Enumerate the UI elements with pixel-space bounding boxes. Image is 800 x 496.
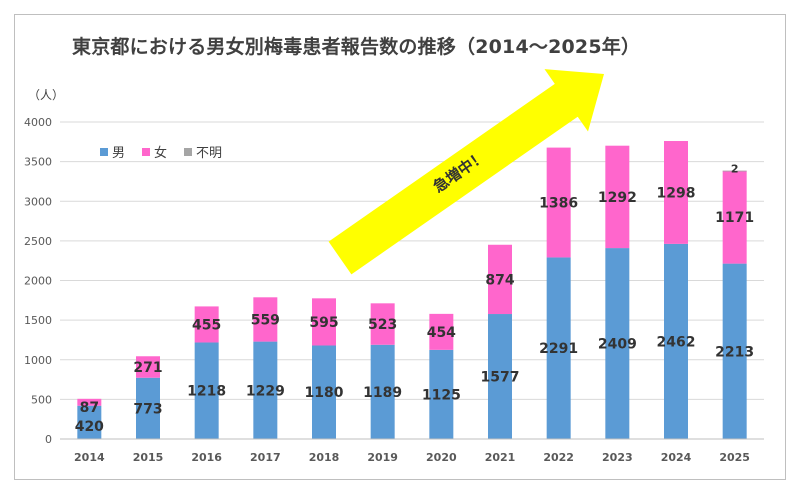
data-label-男: 2291 (539, 341, 578, 357)
x-tick-label: 2022 (543, 451, 574, 464)
y-tick-label: 2500 (24, 235, 52, 248)
bar-segment-男 (77, 405, 102, 439)
data-label-女: 1171 (715, 210, 754, 226)
y-tick-label: 0 (45, 433, 52, 446)
y-axis: 0 500 1000 1500 2000 2500 3000 3500 4000 (24, 116, 52, 446)
bar-segment-男 (605, 248, 630, 439)
legend-label: 女 (154, 145, 167, 161)
bar-segment-女 (488, 244, 512, 315)
legend-swatch (100, 148, 108, 156)
x-tick-label: 2024 (661, 451, 692, 464)
y-tick-label: 4000 (24, 116, 52, 129)
data-label-女: 454 (427, 325, 456, 341)
bar-segment-女 (370, 303, 395, 345)
x-tick-label: 2021 (485, 451, 516, 464)
data-label-男: 420 (75, 419, 104, 435)
gridlines (60, 121, 764, 440)
data-label-女: 87 (80, 400, 99, 416)
data-label-男: 1218 (187, 384, 226, 400)
x-tick-label: 2023 (602, 451, 633, 464)
data-label-女: 523 (368, 317, 397, 333)
x-tick-label: 2025 (719, 451, 750, 464)
y-tick-label: 3500 (24, 156, 52, 169)
chart-title: 東京都における男女別梅毒患者報告数の推移（2014～2025年） (72, 36, 641, 58)
bar-segment-女 (136, 356, 160, 378)
data-label-不明: 2 (731, 163, 739, 176)
bar-segment-女 (722, 170, 747, 264)
legend: 男 女 不明 (100, 145, 222, 161)
legend-label: 男 (112, 146, 125, 161)
y-tick-label: 500 (31, 393, 52, 406)
bar-segment-女 (253, 297, 278, 342)
x-tick-label: 2020 (426, 451, 457, 464)
bar-segment-女 (194, 306, 219, 343)
x-tick-label: 2018 (309, 451, 340, 464)
arrow-shape (328, 69, 604, 275)
bar-segment-男 (722, 263, 747, 439)
data-label-男: 773 (133, 401, 162, 417)
x-tick-label: 2017 (250, 451, 281, 464)
data-label-女: 1386 (539, 196, 578, 212)
x-tick-label: 2016 (191, 451, 222, 464)
data-label-男: 1229 (246, 383, 285, 399)
data-label-女: 271 (133, 360, 162, 376)
data-label-女: 595 (309, 315, 338, 331)
data-label-男: 2213 (715, 344, 754, 360)
y-tick-label: 1000 (24, 354, 52, 367)
bar-segment-男 (253, 341, 278, 439)
legend-swatch (142, 148, 150, 156)
bar-segment-女 (77, 398, 102, 406)
data-label-男: 2462 (657, 334, 696, 350)
legend-label: 不明 (196, 146, 222, 161)
bar-segment-男 (194, 342, 219, 439)
x-tick-label: 2019 (367, 451, 398, 464)
bar-segment-不明 (722, 170, 747, 172)
x-axis: 2014 2015 2016 2017 2018 2019 2020 2021 2022 2023… (60, 438, 764, 464)
x-tick-label: 2015 (133, 451, 164, 464)
bar-segment-男 (370, 344, 395, 439)
bar-segment-男 (429, 349, 454, 439)
y-tick-label: 2000 (24, 275, 52, 288)
x-tick-label: 2014 (74, 451, 105, 464)
data-label-女: 559 (251, 312, 280, 328)
data-label-女: 1298 (657, 185, 696, 201)
bar-segment-男 (312, 345, 336, 439)
y-tick-label: 1500 (24, 314, 52, 327)
data-label-男: 1189 (363, 385, 402, 401)
bar-segment-女 (605, 145, 630, 249)
bars: 420 87 773 271 1218 455 1229 559 1180 595 1189 523 1… (75, 141, 754, 439)
bar-segment-男 (136, 377, 160, 439)
y-unit-label: （人） (28, 88, 64, 102)
y-tick-label: 3000 (24, 195, 52, 208)
bar-segment-男 (664, 243, 688, 439)
bar-segment-女 (546, 147, 571, 258)
data-label-男: 1577 (481, 370, 520, 386)
data-label-女: 874 (485, 272, 514, 288)
data-label-男: 2409 (598, 337, 637, 353)
legend-swatch (184, 148, 192, 156)
data-label-男: 1125 (422, 387, 461, 403)
bar-segment-女 (664, 141, 688, 244)
bar-segment-女 (312, 298, 336, 346)
bar-segment-男 (488, 314, 512, 439)
bar-segment-男 (546, 257, 571, 439)
data-label-女: 1292 (598, 190, 637, 206)
data-label-男: 1180 (305, 385, 344, 401)
bar-segment-女 (429, 313, 454, 350)
data-label-女: 455 (192, 317, 221, 333)
